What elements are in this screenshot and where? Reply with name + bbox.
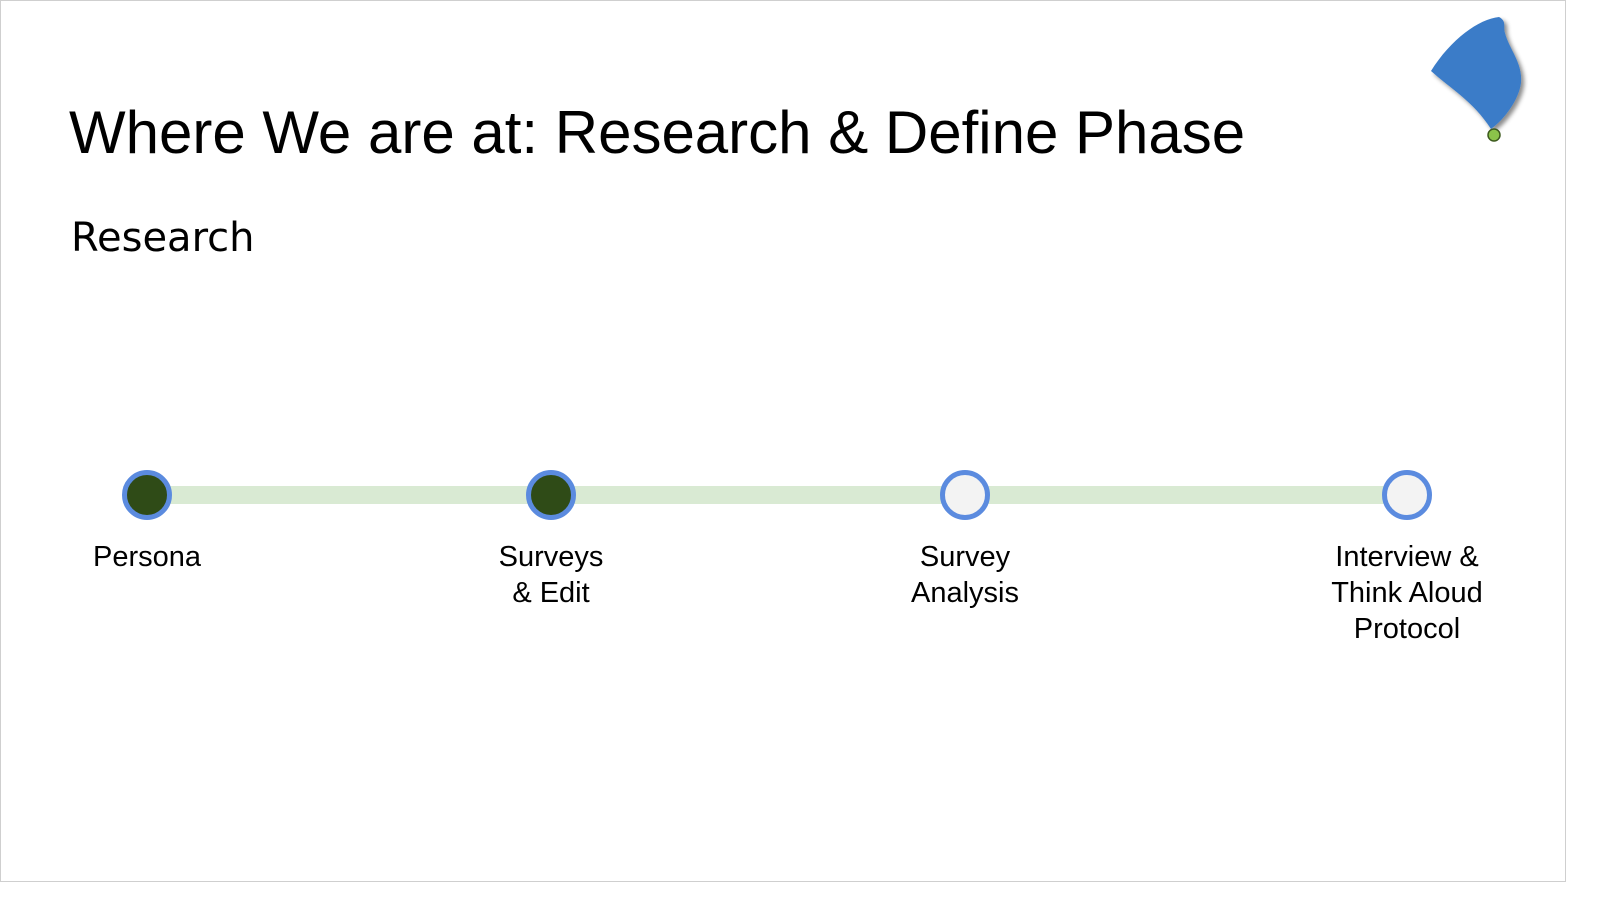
timeline-label-surveys: Surveys & Edit bbox=[498, 541, 604, 609]
timeline-node-interview bbox=[1382, 470, 1432, 520]
timeline-node-persona bbox=[122, 470, 172, 520]
timeline-bar bbox=[147, 486, 1407, 504]
timeline-label-interview: Interview & Think Aloud Protocol bbox=[1331, 541, 1483, 645]
slide: Where We are at: Research & Define Phase… bbox=[0, 0, 1566, 882]
timeline-node-surveys bbox=[526, 470, 576, 520]
timeline-label-survey-analysis: Survey Analysis bbox=[911, 541, 1019, 609]
blue-drop-logo-icon bbox=[1431, 17, 1522, 142]
slide-title: Where We are at: Research & Define Phase bbox=[69, 99, 1246, 166]
timeline-label-persona: Persona bbox=[92, 541, 201, 573]
timeline-node-survey-analysis bbox=[940, 470, 990, 520]
section-subtitle: Research bbox=[71, 215, 255, 261]
